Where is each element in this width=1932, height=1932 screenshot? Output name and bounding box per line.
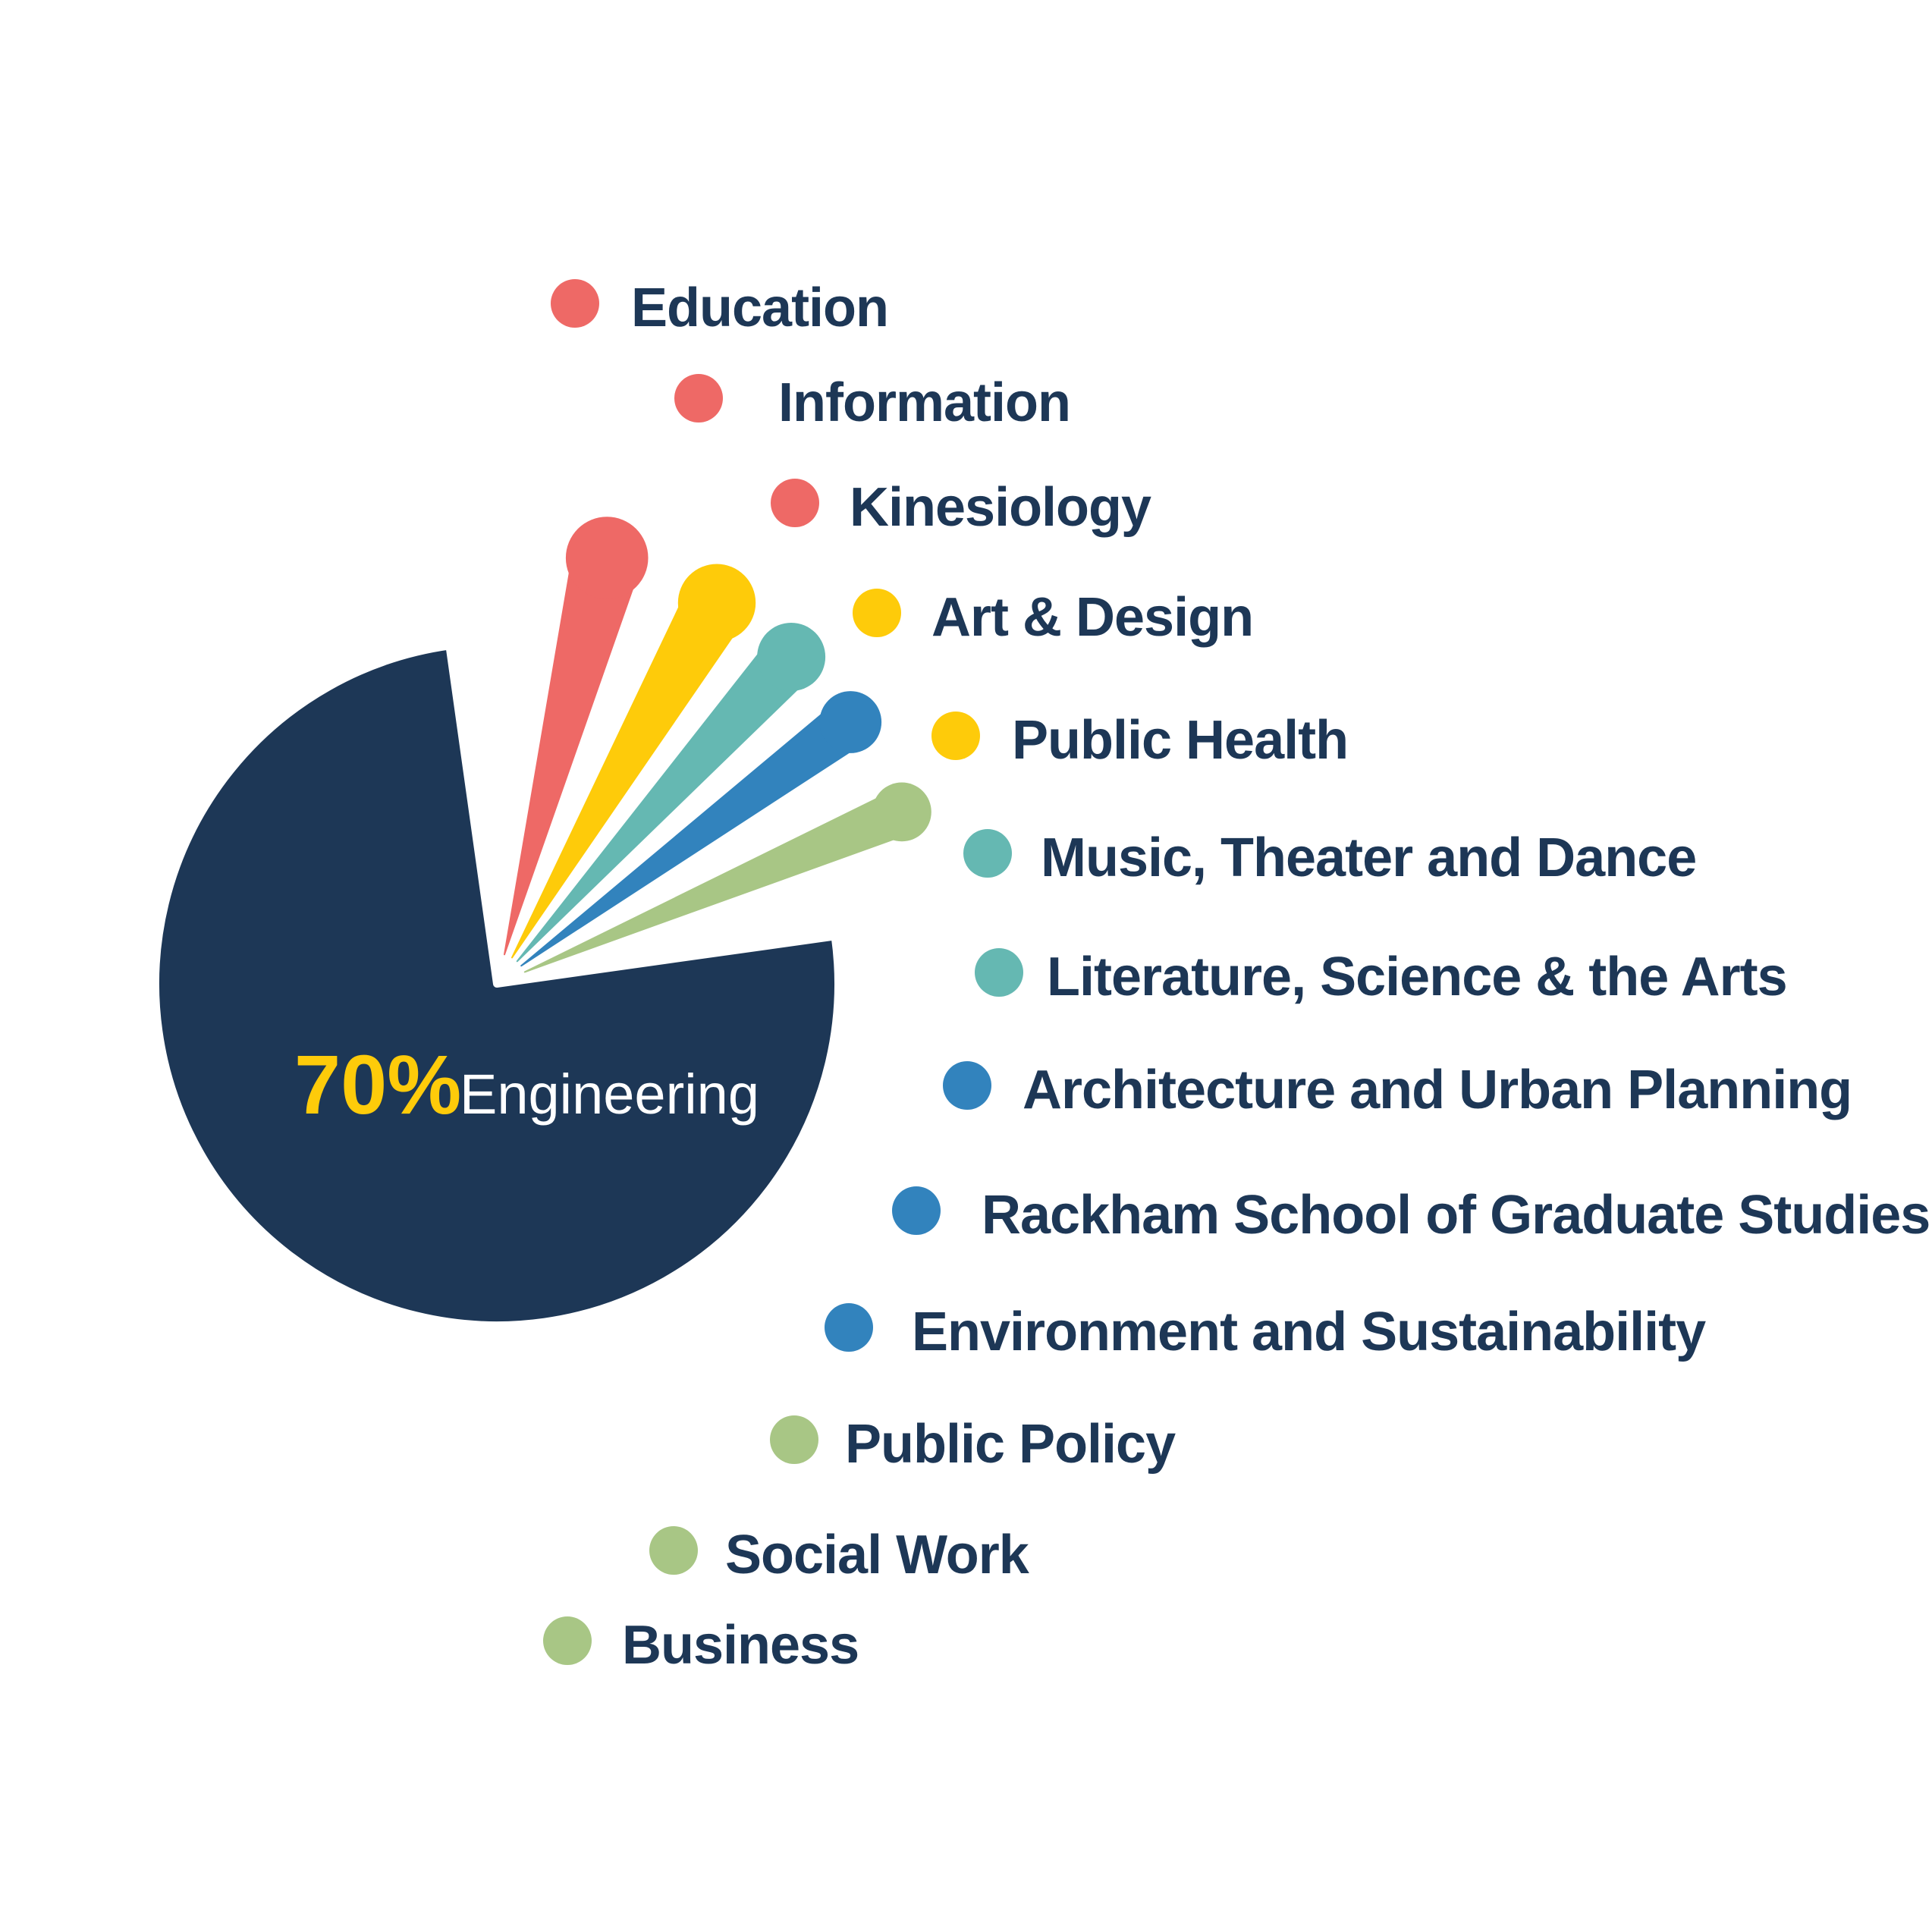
legend-label: Environment and Sustainability — [912, 1302, 1706, 1362]
legend-dot — [649, 1526, 698, 1575]
legend-dot — [892, 1186, 941, 1235]
legend-label: Public Health — [1012, 710, 1348, 771]
legend-label: Literature, Science & the Arts — [1047, 947, 1787, 1007]
group-slice-cap-4 — [819, 691, 882, 753]
legend-dot — [963, 829, 1012, 878]
group-slice-cap-1 — [565, 517, 649, 599]
legend-label: Public Policy — [845, 1414, 1176, 1475]
legend-label: Rackham School of Graduate Studies — [982, 1185, 1930, 1246]
group-slice-cap-5 — [872, 782, 931, 842]
legend-label: Education — [631, 278, 888, 338]
engineering-slice-label: Engineering — [460, 1063, 759, 1126]
main-slice-label: 70% Engineering — [294, 1038, 759, 1132]
legend-label: Kinesiology — [850, 477, 1151, 538]
legend-dot — [825, 1303, 873, 1352]
legend-label: Architecture and Urban Planning — [1023, 1060, 1852, 1120]
group-slice-cap-2 — [677, 564, 756, 642]
legend-dot — [551, 279, 599, 328]
legend-dot — [770, 1415, 818, 1464]
legend-label: Business — [622, 1615, 859, 1676]
legend-label: Information — [778, 372, 1070, 433]
legend-label: Music, Theater and Dance — [1041, 828, 1696, 888]
legend-dot — [543, 1616, 592, 1665]
legend-dot — [931, 712, 980, 760]
engineering-slice — [152, 642, 842, 1329]
chart-legend: Education Information Kinesiology Art & Des… — [543, 278, 1930, 1676]
engineering-percent-label: 70% — [294, 1038, 461, 1132]
legend-dot — [975, 948, 1023, 997]
legend-dot — [771, 479, 819, 527]
legend-label: Social Work — [725, 1525, 1030, 1585]
legend-dot — [943, 1061, 991, 1110]
pie-slices — [152, 517, 931, 1329]
legend-dot — [853, 589, 901, 637]
group-slice-cap-3 — [757, 623, 826, 691]
legend-label: Art & Design — [931, 587, 1253, 648]
legend-dot — [674, 374, 723, 423]
